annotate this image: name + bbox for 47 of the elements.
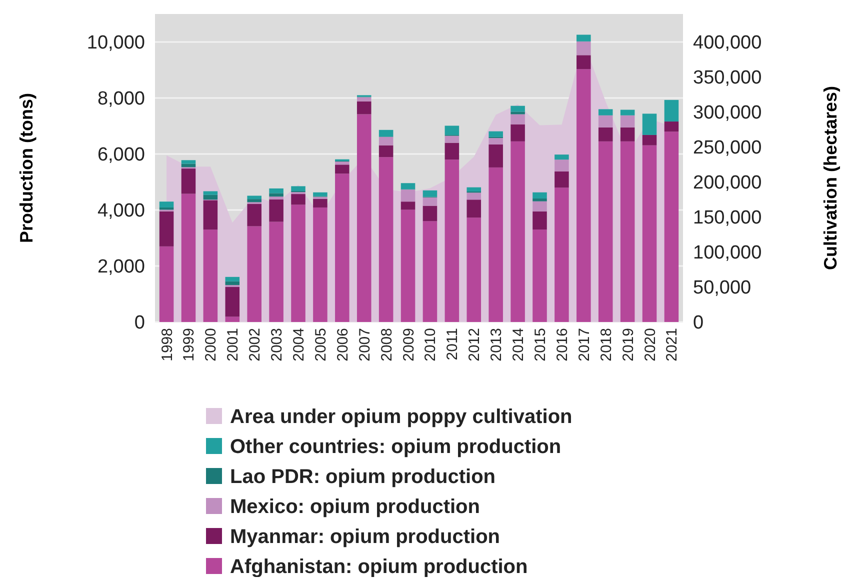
x-tick-label: 2005 (312, 328, 330, 362)
y2-tick-label: 200,000 (693, 172, 762, 194)
x-tick-label: 2008 (378, 328, 396, 362)
x-tick-label: 2011 (444, 328, 462, 360)
legend-label: Afghanistan: opium production (230, 556, 528, 578)
legend-label: Lao PDR: opium production (230, 466, 496, 488)
y-tick-label: 10,000 (86, 32, 145, 54)
legend-label: Other countries: opium production (230, 436, 562, 458)
x-tick-label: 2018 (598, 328, 615, 362)
legend-label: Myanmar: opium production (230, 526, 500, 548)
x-tick-label: 2021 (664, 328, 681, 362)
x-tick-label: 2007 (356, 328, 374, 362)
y-tick-label: 2,000 (97, 256, 145, 278)
x-tick-label: 2014 (510, 328, 528, 362)
x-tick-label: 2001 (224, 328, 242, 362)
y2-tick-label: 400,000 (693, 32, 762, 54)
x-tick-label: 2012 (466, 328, 484, 362)
x-tick-label: 2006 (334, 328, 352, 362)
y2-axis-title: Cultivation (hectares) (820, 86, 840, 270)
y-axis-title: Production (tons) (16, 93, 36, 243)
y-tick-label: 6,000 (97, 144, 145, 166)
y2-tick-label: 0 (693, 312, 704, 334)
x-tick-label: 1999 (180, 328, 198, 362)
y2-tick-label: 100,000 (693, 242, 762, 264)
y2-tick-label: 350,000 (693, 68, 762, 89)
x-tick-label: 2009 (400, 328, 418, 362)
y2-tick-label: 250,000 (693, 138, 762, 159)
x-tick-label: 2004 (290, 328, 308, 362)
x-tick-label: 2017 (576, 328, 593, 362)
y-tick-label: 4,000 (97, 200, 145, 222)
x-tick-label: 2010 (422, 328, 440, 362)
x-tick-label: 2015 (532, 328, 549, 362)
x-tick-label: 2002 (246, 328, 264, 362)
x-tick-label: 2016 (554, 328, 571, 362)
legend-label: Mexico: opium production (230, 496, 480, 518)
x-tick-label: 2020 (642, 328, 659, 362)
legend-label: Area under opium poppy cultivation (230, 406, 572, 428)
y-tick-label: 8,000 (97, 88, 145, 110)
x-tick-label: 2003 (268, 328, 286, 362)
x-tick-label: 2000 (202, 328, 220, 362)
y2-tick-label: 150,000 (693, 208, 762, 229)
x-tick-label: 2019 (620, 328, 637, 362)
y2-tick-label: 50,000 (693, 278, 752, 299)
y-tick-label: 0 (134, 312, 145, 334)
x-tick-label: 1998 (158, 328, 176, 362)
x-tick-label: 2013 (488, 328, 506, 362)
y2-tick-label: 300,000 (693, 102, 762, 124)
